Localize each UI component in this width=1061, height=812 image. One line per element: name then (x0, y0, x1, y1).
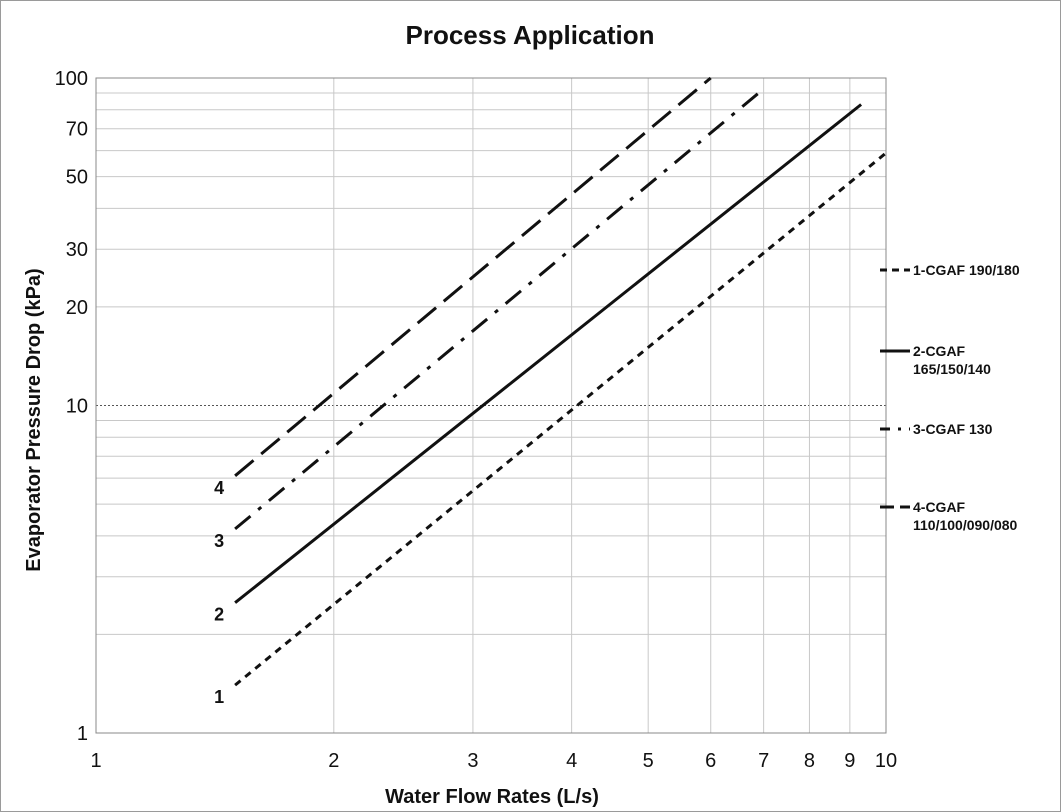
legend-label-line: 165/150/140 (913, 361, 991, 377)
legend-label-line: 4-CGAF (913, 499, 966, 515)
curve-label-4: 4 (214, 478, 224, 498)
x-tick-label: 3 (467, 750, 478, 772)
y-tick-label: 70 (66, 119, 88, 141)
legend-label-4: 4-CGAF 110/100/090/080 (913, 499, 1018, 533)
legend-label-line: 110/100/090/080 (913, 517, 1018, 533)
legend-label-3: 3-CGAF 130 (913, 421, 993, 437)
y-axis-title: Evaporator Pressure Drop (kPa) (23, 268, 45, 571)
x-tick-label: 8 (804, 750, 815, 772)
x-tick-label: 2 (328, 750, 339, 772)
legend-label-line: 2-CGAF (913, 343, 966, 359)
chart-title: Process Application (406, 20, 655, 50)
x-tick-label: 1 (90, 750, 101, 772)
x-tick-label: 7 (758, 750, 769, 772)
series-line-3 (234, 91, 760, 531)
curve-label-2: 2 (214, 605, 224, 625)
series-line-4 (234, 76, 712, 477)
grid (95, 77, 887, 734)
y-tick-label: 30 (66, 239, 88, 261)
y-tick-label: 50 (66, 167, 88, 189)
series-line-1 (234, 151, 887, 687)
plot-border (95, 77, 887, 734)
y-tick-label: 1 (77, 723, 88, 745)
curve-label-3: 3 (214, 531, 224, 551)
series-lines (234, 76, 887, 687)
curve-labels: 1 2 3 4 (214, 478, 224, 707)
legend: 1-CGAF 190/180 2-CGAF 165/150/140 3-CGAF 13… (880, 262, 1020, 533)
x-axis-title: Water Flow Rates (L/s) (385, 786, 599, 808)
y-tick-label: 100 (55, 68, 88, 90)
x-tick-label: 10 (875, 750, 897, 772)
curve-label-1: 1 (214, 687, 224, 707)
y-tick-label: 10 (66, 396, 88, 418)
series-line-2 (234, 103, 863, 604)
x-tick-label: 5 (643, 750, 654, 772)
legend-label-1: 1-CGAF 190/180 (913, 262, 1020, 278)
axis-ticks: 1 2 3 4 5 6 7 8 9 10 1 10 20 30 50 70 100 (55, 68, 898, 772)
y-tick-label: 20 (66, 297, 88, 319)
x-tick-label: 9 (844, 750, 855, 772)
legend-label-2: 2-CGAF 165/150/140 (913, 343, 991, 377)
x-tick-label: 6 (705, 750, 716, 772)
x-tick-label: 4 (566, 750, 577, 772)
